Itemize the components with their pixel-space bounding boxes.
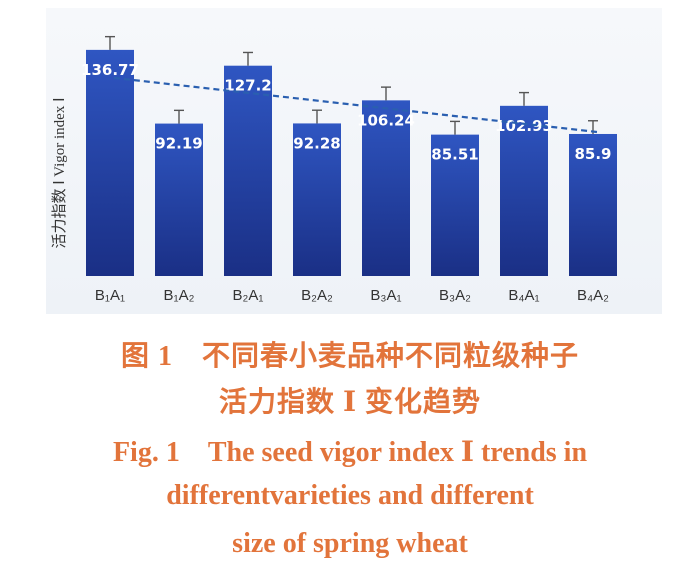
bar-4 (293, 123, 341, 277)
caption-en-line-2: differentvarieties and different (166, 480, 534, 511)
bar-7 (500, 105, 548, 276)
x-tick-label-3: B₂A₁ (233, 287, 264, 304)
error-bar-5 (381, 86, 391, 101)
bar-value-label-7: 102.93 (495, 117, 553, 135)
x-tick-label-8: B₄A₂ (577, 287, 609, 304)
bar-value-label-2: 92.19 (155, 135, 202, 153)
x-tick-label-2: B₁A₂ (164, 287, 195, 304)
bar-value-label-3: 127.2 (224, 77, 271, 95)
bar-value-label-5: 106.24 (357, 111, 415, 129)
error-bar-7 (519, 91, 529, 106)
x-tick-label-6: B₃A₂ (439, 287, 471, 304)
x-tick-label-1: B₁A₁ (95, 287, 125, 304)
caption-en-line-1: Fig. 1 The seed vigor index Ⅰ trends in (112, 437, 588, 468)
bar-3 (224, 65, 272, 276)
x-tick-label-5: B₃A₁ (370, 287, 401, 304)
y-axis-label: 活力指数 Ⅰ Vigor index Ⅰ (51, 98, 68, 249)
chart-panel: 136.77 92.19 127.2 92.28 106.24 85.51 102.93 85… (46, 8, 662, 314)
bar-chart: 136.77 92.19 127.2 92.28 106.24 85.51 102.93 85… (51, 35, 617, 304)
caption-en-line-3: size of spring wheat (232, 528, 468, 559)
bar-value-label-1: 136.77 (81, 61, 139, 79)
bar-6 (431, 134, 479, 276)
x-tick-label-7: B₄A₁ (508, 287, 539, 304)
bar-value-label-8: 85.9 (574, 145, 611, 163)
bar-2 (155, 123, 203, 277)
caption-zh-line-1: 图 1 不同春小麦品种不同粒级种子 (120, 341, 579, 372)
error-bar-4 (312, 109, 322, 124)
bar-value-label-6: 85.51 (431, 146, 478, 164)
bar-value-label-4: 92.28 (293, 134, 340, 152)
error-bar-2 (174, 109, 184, 124)
bar-1 (86, 49, 134, 277)
caption-zh-line-2: 活力指数 Ⅰ 变化趋势 (218, 387, 482, 418)
x-tick-label-4: B₂A₂ (301, 287, 333, 304)
error-bar-6 (450, 120, 460, 135)
error-bar-3 (243, 51, 253, 66)
bar-5 (362, 100, 410, 276)
error-bar-1 (105, 35, 115, 50)
bar-8 (569, 133, 617, 276)
trend-line (113, 76, 598, 134)
